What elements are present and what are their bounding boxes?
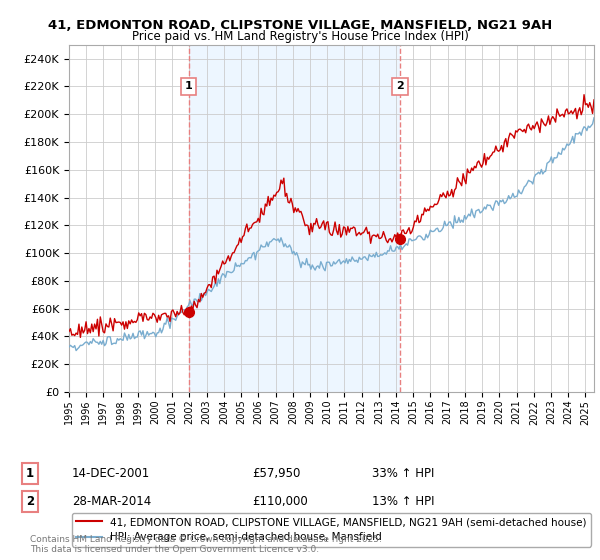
- Text: 1: 1: [26, 466, 34, 480]
- Text: 33% ↑ HPI: 33% ↑ HPI: [372, 466, 434, 480]
- Text: 14-DEC-2001: 14-DEC-2001: [72, 466, 150, 480]
- Text: 2: 2: [26, 494, 34, 508]
- Text: Price paid vs. HM Land Registry's House Price Index (HPI): Price paid vs. HM Land Registry's House …: [131, 30, 469, 43]
- Text: 41, EDMONTON ROAD, CLIPSTONE VILLAGE, MANSFIELD, NG21 9AH: 41, EDMONTON ROAD, CLIPSTONE VILLAGE, MA…: [48, 18, 552, 32]
- Legend: 41, EDMONTON ROAD, CLIPSTONE VILLAGE, MANSFIELD, NG21 9AH (semi-detached house),: 41, EDMONTON ROAD, CLIPSTONE VILLAGE, MA…: [72, 513, 591, 547]
- Text: Contains HM Land Registry data © Crown copyright and database right 2025.
This d: Contains HM Land Registry data © Crown c…: [30, 535, 382, 554]
- Bar: [188, 45, 400, 392]
- Text: £57,950: £57,950: [252, 466, 301, 480]
- Text: 2: 2: [396, 81, 404, 91]
- Text: 1: 1: [185, 81, 193, 91]
- Text: £110,000: £110,000: [252, 494, 308, 508]
- Text: 13% ↑ HPI: 13% ↑ HPI: [372, 494, 434, 508]
- Text: 28-MAR-2014: 28-MAR-2014: [72, 494, 151, 508]
